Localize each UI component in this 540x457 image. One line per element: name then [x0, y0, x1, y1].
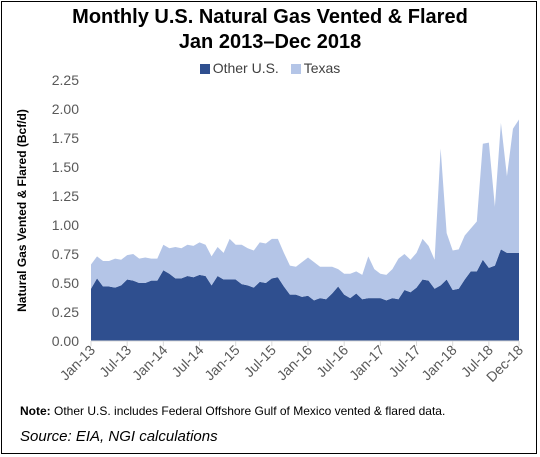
- area-series-texas: [91, 119, 519, 301]
- x-tick-label: Jul-13: [96, 342, 134, 380]
- x-tick-label: Jul-14: [168, 342, 206, 380]
- legend-swatch-texas: [290, 64, 301, 74]
- y-tick-label: 2.00: [52, 101, 79, 117]
- x-tick-label: Jul-17: [385, 342, 423, 380]
- y-tick-label: 1.25: [52, 188, 79, 204]
- y-tick-label: 1.50: [52, 159, 79, 175]
- y-tick-label: 1.75: [52, 130, 79, 146]
- chart-note: Note: Other U.S. includes Federal Offsho…: [20, 404, 535, 418]
- chart-title: Monthly U.S. Natural Gas Vented & Flared: [72, 6, 468, 28]
- note-text: Other U.S. includes Federal Offshore Gul…: [50, 404, 446, 418]
- x-tick-label: Jul-16: [313, 342, 351, 380]
- note-prefix: Note:: [20, 404, 51, 418]
- y-axis-title: Natural Gas Vented & Flared (Bcf/d): [15, 109, 29, 312]
- legend-item-texas: Texas: [290, 60, 341, 76]
- legend-label-texas: Texas: [303, 60, 341, 76]
- x-tick-label: Jan-16: [274, 342, 316, 384]
- y-tick-label: 2.25: [52, 72, 79, 88]
- y-tick-label: 1.00: [52, 217, 79, 233]
- x-tick-label: Jul-15: [241, 342, 279, 380]
- chart-source: Source: EIA, NGI calculations: [20, 428, 218, 445]
- area-series-other-u-s: [91, 249, 519, 341]
- legend-item-other-us: Other U.S.: [199, 60, 279, 76]
- x-tick-label: Jan-17: [346, 342, 388, 384]
- chart-legend: Other U.S. Texas: [0, 60, 540, 76]
- x-tick-label: Jan-18: [418, 342, 460, 384]
- y-tick-label: 0.00: [52, 333, 79, 349]
- x-tick-label: Jan-15: [201, 342, 243, 384]
- y-tick-label: 0.50: [52, 275, 79, 291]
- chart-subtitle: Jan 2013–Dec 2018: [178, 31, 362, 53]
- legend-label-other-us: Other U.S.: [212, 60, 279, 76]
- x-tick-label: Jan-14: [129, 342, 171, 384]
- y-tick-label: 0.75: [52, 246, 79, 262]
- legend-swatch-other-us: [199, 64, 210, 74]
- y-tick-label: 0.25: [52, 304, 79, 320]
